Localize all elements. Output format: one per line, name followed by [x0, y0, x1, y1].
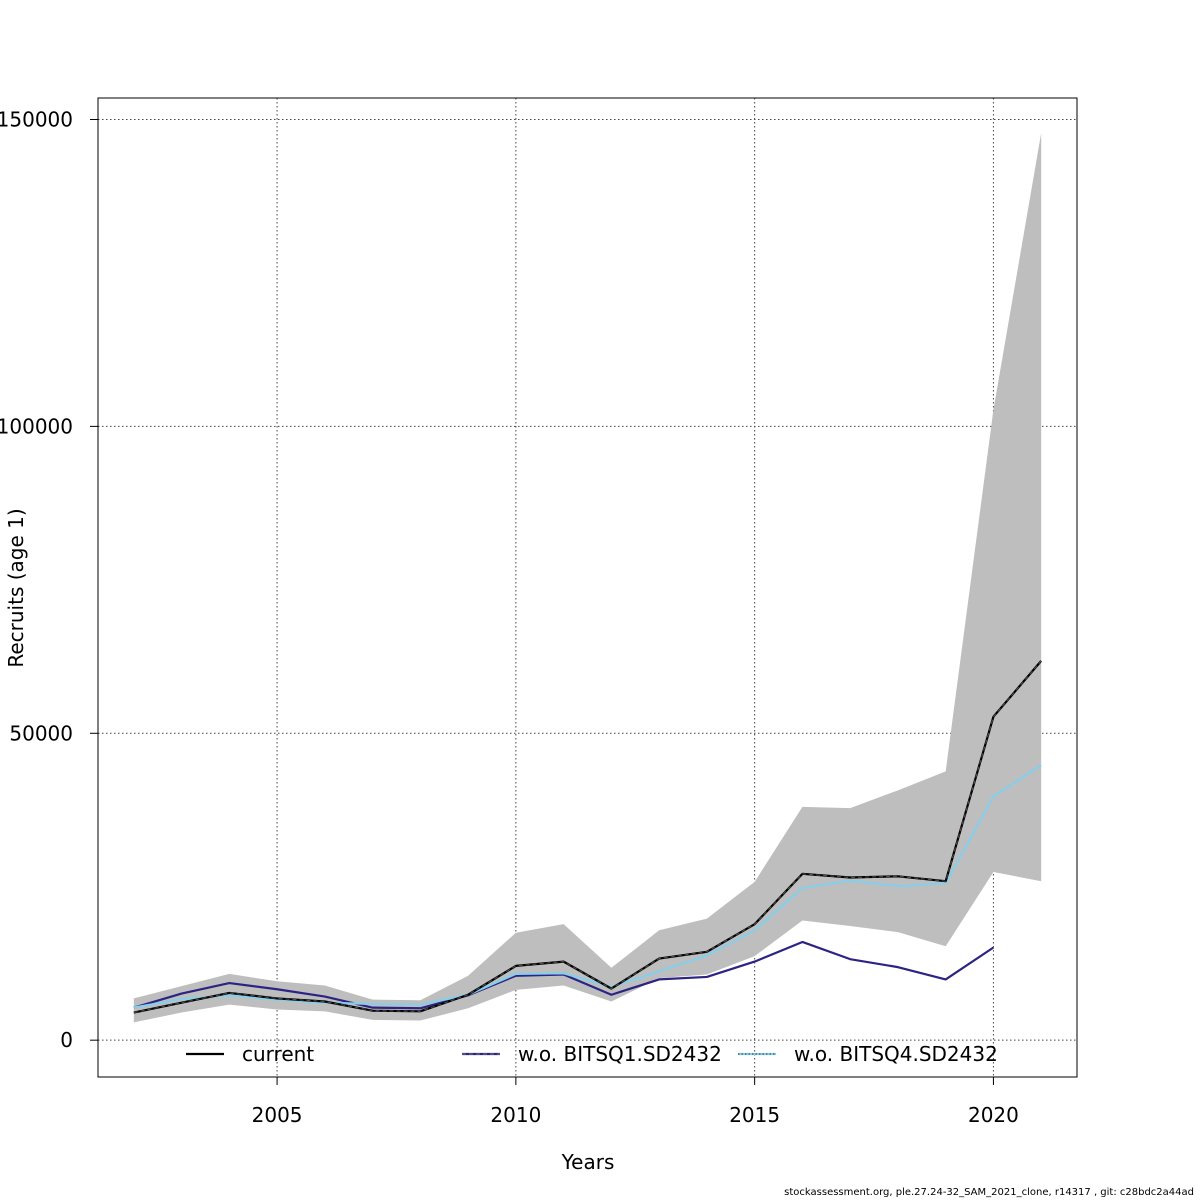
- footer-credit: stockassessment.org, ple.27.24-32_SAM_20…: [784, 1187, 1194, 1198]
- legend-label-0: current: [242, 1042, 314, 1066]
- y-axis-ticks: 0 50000 100000 150000: [0, 107, 98, 1052]
- confidence-band-layer: [133, 132, 1042, 1023]
- series-line-1: [133, 940, 995, 1010]
- x-tick-label-2010: 2010: [490, 1103, 541, 1127]
- x-tick-label-2020: 2020: [968, 1103, 1019, 1127]
- y-tick-label-100000: 100000: [0, 414, 73, 438]
- legend-label-1: w.o. BITSQ1.SD2432: [518, 1042, 722, 1066]
- y-tick-label-50000: 50000: [9, 721, 73, 745]
- series-line-2: [133, 764, 1042, 1009]
- plot-frame: [97, 97, 1078, 1078]
- y-tick-label-0: 0: [60, 1028, 73, 1052]
- legend-label-2: w.o. BITSQ4.SD2432: [794, 1042, 998, 1066]
- x-axis-ticks: 2005 2010 2015 2020: [252, 1077, 1019, 1127]
- x-tick-label-2005: 2005: [252, 1103, 303, 1127]
- x-tick-label-2015: 2015: [729, 1103, 780, 1127]
- y-tick-label-150000: 150000: [0, 107, 73, 131]
- series-line-0-overlay: [133, 660, 1042, 1014]
- series-lines: [133, 660, 1043, 1014]
- x-axis-title: Years: [561, 1150, 615, 1174]
- confidence-band: [133, 132, 1042, 1023]
- legend: current w.o. BITSQ1.SD2432 w.o. BITSQ4.SD2…: [186, 1042, 998, 1066]
- y-axis-title: Recruits (age 1): [4, 508, 28, 667]
